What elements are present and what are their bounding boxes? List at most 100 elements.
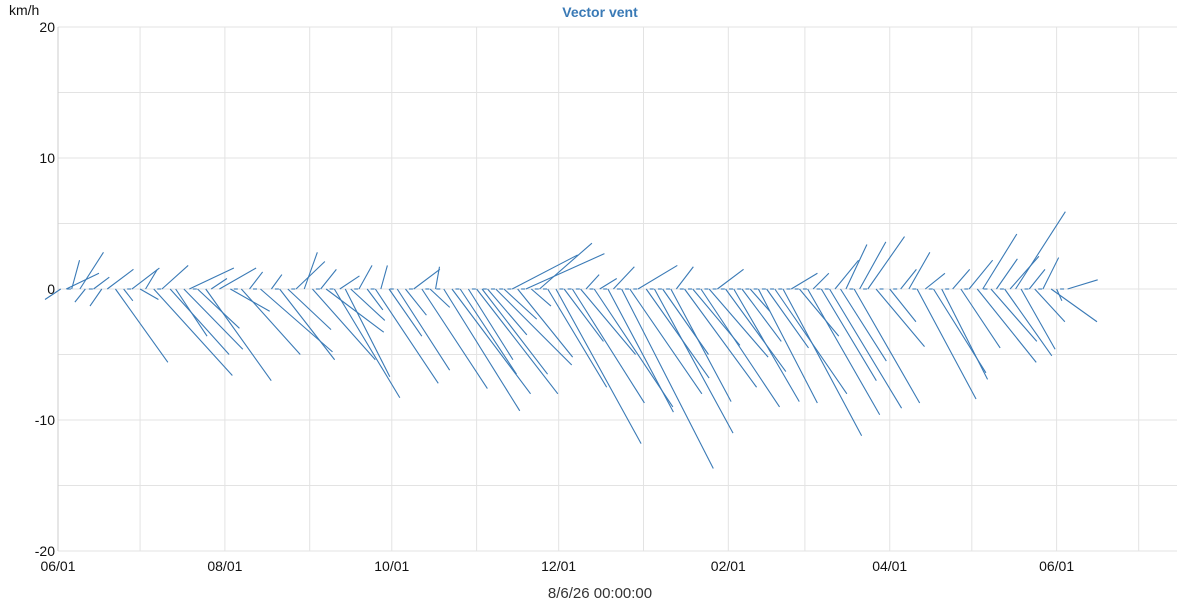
wind-vector [279, 288, 336, 361]
wind-vector [1028, 269, 1046, 290]
wind-vector [487, 288, 528, 336]
wind-vector [840, 288, 887, 362]
wind-vector [859, 241, 887, 290]
wind-vector [525, 253, 605, 290]
wind-vector [219, 267, 257, 290]
wind-vector [205, 288, 272, 382]
wind-vector [435, 266, 441, 290]
wind-vector [1067, 279, 1098, 290]
wind-vector [333, 288, 401, 399]
y-axis-ticks: 20 10 0 -10 -20 [35, 19, 55, 559]
wind-vector [853, 288, 921, 404]
wind-vector [249, 271, 264, 290]
wind-vector [580, 288, 637, 355]
wind-vector [240, 288, 301, 355]
wind-vector [421, 288, 488, 389]
wind-vector [1056, 288, 1063, 302]
wind-vector [749, 288, 771, 312]
wind-vector [867, 236, 905, 290]
wind-vector [637, 264, 678, 290]
wind-vector [607, 288, 674, 413]
wind-vector [429, 288, 451, 308]
wind-vector [563, 288, 604, 342]
y-tick-label: 10 [39, 150, 55, 166]
wind-vector [339, 275, 360, 290]
y-tick-label: -10 [35, 412, 55, 428]
wind-vector [230, 288, 270, 312]
wind-vector [1042, 257, 1060, 290]
wind-vector [653, 288, 734, 434]
wind-vector [443, 288, 521, 412]
wind-vector [708, 288, 769, 358]
wind-vector [495, 288, 573, 366]
wind-vector [547, 288, 608, 388]
wind-vector [131, 267, 160, 290]
wind-vector [990, 288, 1038, 342]
wind-vector [995, 258, 1018, 290]
wind-vector [476, 288, 559, 395]
wind-vector [183, 288, 244, 350]
wind-vector [717, 268, 744, 290]
wind-vector [210, 278, 228, 290]
wind-vector [766, 288, 809, 349]
wind-vector [941, 288, 989, 380]
chart-title: Vector vent [562, 4, 638, 20]
wind-vector [960, 288, 1001, 349]
wind-vector [459, 288, 517, 375]
x-tick-label: 04/01 [872, 558, 907, 574]
x-tick-label: 02/01 [711, 558, 746, 574]
wind-vector [799, 288, 840, 337]
wind-vector [982, 233, 1018, 290]
wind-vector [662, 288, 709, 355]
wind-vector [175, 288, 208, 337]
wind-vector [555, 288, 642, 444]
wind-vector [539, 242, 593, 290]
wind-vector [585, 274, 600, 290]
x-tick-label: 10/01 [374, 558, 409, 574]
wind-vector [1034, 288, 1066, 323]
date-footer-label: 8/6/26 00:00:00 [548, 585, 652, 600]
wind-vector [733, 288, 800, 402]
wind-vector [366, 288, 384, 311]
wind-vector [481, 288, 549, 375]
wind-vector [503, 288, 538, 320]
wind-vector [93, 276, 110, 290]
wind-vector [303, 252, 318, 290]
wind-vector [517, 288, 574, 358]
wind-vector [405, 288, 427, 316]
wind-vector [924, 272, 946, 290]
wind-vector [675, 266, 694, 290]
x-tick-label: 08/01 [207, 558, 242, 574]
wind-vector [287, 288, 332, 331]
wind-vector [380, 265, 388, 290]
wind-vector [197, 288, 240, 329]
wind-vector [629, 288, 703, 395]
wind-vector [145, 269, 158, 290]
wind-vector [396, 288, 451, 371]
wind-vector [530, 288, 552, 307]
wind-vector [790, 272, 818, 290]
wind-vector [612, 266, 635, 290]
wind-vector [875, 288, 925, 347]
wind-vector [976, 288, 1037, 363]
wind-vector [153, 288, 233, 376]
wind-vector [845, 244, 868, 290]
wind-vector [344, 288, 391, 378]
wind-vector [467, 288, 514, 361]
wind-vector [161, 265, 189, 290]
wind-vectors [44, 211, 1098, 469]
wind-vector [1020, 288, 1056, 350]
wind-vector [71, 260, 81, 290]
wind-vector [1050, 288, 1098, 323]
wind-vector [1004, 288, 1053, 357]
wind-vector [1009, 255, 1040, 290]
wind-vector [741, 288, 782, 342]
wind-vector [89, 288, 103, 307]
wind-vector [312, 288, 376, 361]
wind-vector [952, 268, 971, 290]
wind-vector [451, 288, 532, 395]
wind-vector [169, 288, 230, 355]
wind-vector [916, 288, 977, 400]
y-axis-unit-label: km/h [9, 2, 39, 18]
